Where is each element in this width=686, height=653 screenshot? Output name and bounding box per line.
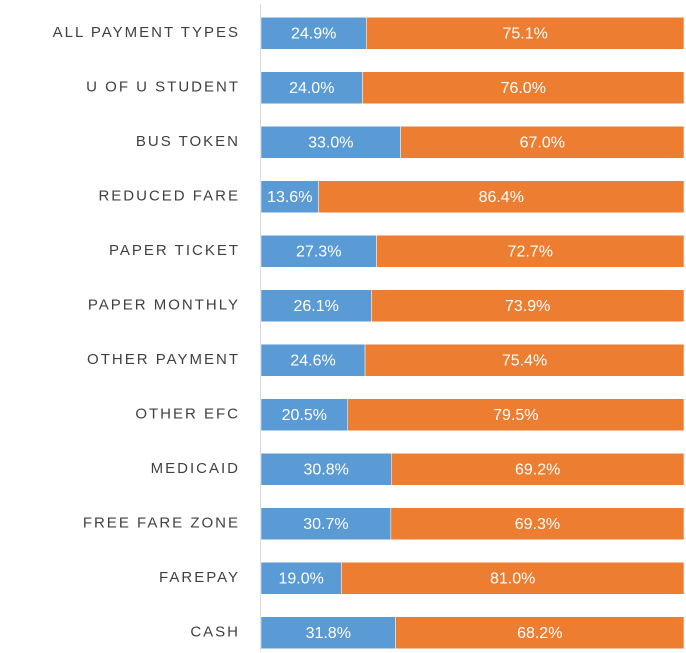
bar-segment	[260, 235, 377, 268]
bar-segment	[260, 453, 392, 486]
bar-segment	[362, 71, 685, 104]
value-label: 68.2%	[517, 625, 562, 642]
value-label: 79.5%	[493, 407, 538, 424]
category-label: PAPER MONTHLY	[88, 297, 240, 314]
bar-segment	[260, 17, 367, 50]
value-label: 24.0%	[289, 80, 334, 97]
category-label: CASH	[190, 624, 240, 641]
category-label: MEDICAID	[151, 460, 240, 477]
value-label: 69.3%	[515, 516, 560, 533]
value-label: 72.7%	[508, 243, 553, 260]
bar-segment	[260, 616, 396, 649]
value-label: 31.8%	[306, 625, 351, 642]
value-label: 75.1%	[502, 25, 547, 42]
category-label: PAPER TICKET	[109, 242, 240, 259]
bar-segment	[371, 289, 685, 322]
category-label: REDUCED FARE	[98, 188, 240, 205]
bar-segment	[391, 453, 685, 486]
category-label: OTHER EFC	[135, 406, 240, 423]
value-label: 33.0%	[308, 134, 353, 151]
bar-segment	[318, 180, 685, 213]
bar-segment	[260, 562, 342, 595]
bar-segment	[260, 344, 366, 377]
value-label: 69.2%	[515, 461, 560, 478]
category-label: BUS TOKEN	[136, 133, 240, 150]
value-label: 67.0%	[520, 134, 565, 151]
bar-segment	[395, 616, 685, 649]
value-label: 24.6%	[290, 352, 335, 369]
value-label: 73.9%	[505, 298, 550, 315]
bar-segment	[366, 17, 685, 50]
bar-segment	[347, 398, 685, 431]
value-label: 30.8%	[303, 461, 348, 478]
value-label: 81.0%	[490, 570, 535, 587]
bar-segment	[260, 507, 392, 540]
category-label: FREE FARE ZONE	[83, 515, 240, 532]
bar-segment	[376, 235, 685, 268]
category-label: OTHER PAYMENT	[87, 351, 240, 368]
value-label: 19.0%	[278, 570, 323, 587]
value-label: 20.5%	[282, 407, 327, 424]
category-label: U OF U STUDENT	[86, 79, 240, 96]
bar-segment	[260, 289, 372, 322]
value-label: 24.9%	[291, 25, 336, 42]
value-label: 75.4%	[502, 352, 547, 369]
bar-segment	[400, 126, 685, 159]
category-label: FAREPAY	[159, 569, 240, 586]
bar-segment	[341, 562, 685, 595]
value-label: 26.1%	[294, 298, 339, 315]
category-label: ALL PAYMENT TYPES	[53, 24, 240, 41]
value-label: 76.0%	[501, 80, 546, 97]
value-label: 30.7%	[303, 516, 348, 533]
bar-segment	[260, 398, 348, 431]
bar-segment	[390, 507, 685, 540]
bar-segment	[364, 344, 685, 377]
value-label: 13.6%	[267, 189, 312, 206]
value-label: 86.4%	[479, 189, 524, 206]
value-label: 27.3%	[296, 243, 341, 260]
bar-segment	[260, 71, 363, 104]
